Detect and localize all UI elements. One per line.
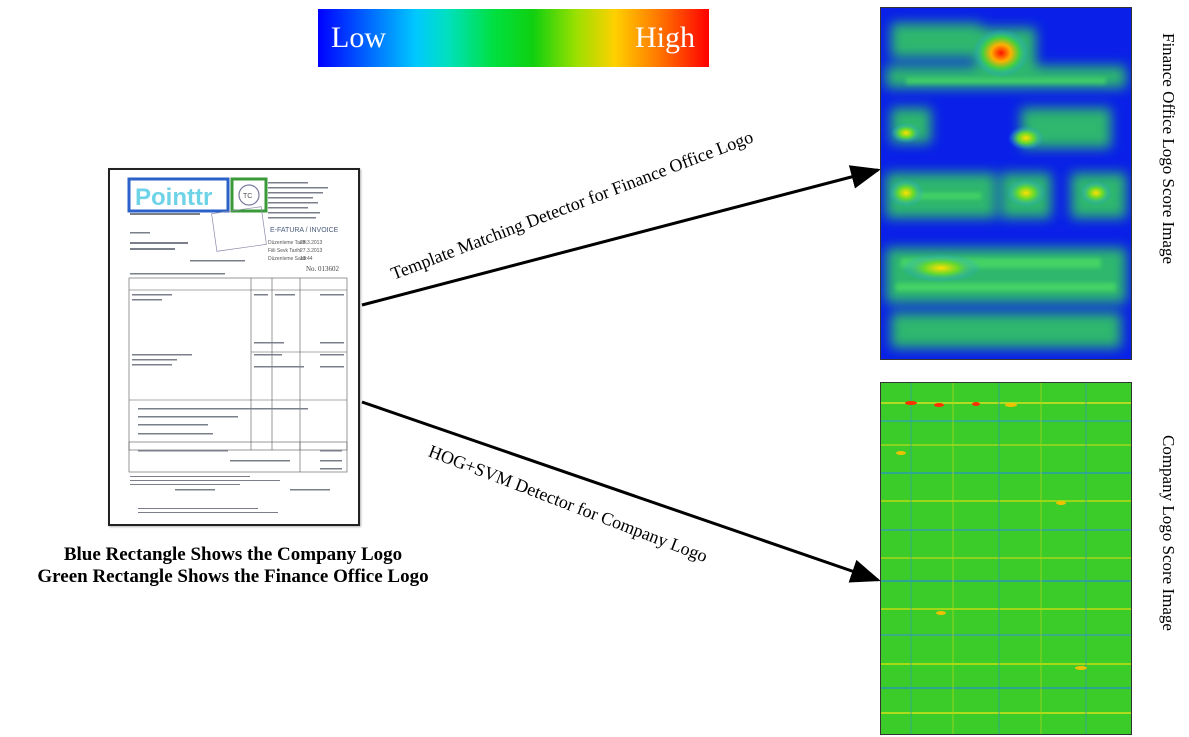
svg-text:27.3.2013: 27.3.2013 [300,240,322,246]
svg-text:Düzenleme Tarihi: Düzenleme Tarihi [268,240,307,246]
finance-logo-box [230,177,268,213]
invoice-heading: E-FATURA / INVOICE [270,227,339,234]
arrow-to-finance-score [361,165,881,307]
svg-text:27.3.2013: 27.3.2013 [300,248,322,254]
finance-stamp-icon [238,184,260,206]
color-scale-low-label: Low [331,21,386,54]
invoice-caption: Blue Rectangle Shows the Company Logo Gr… [0,544,466,588]
color-scale-bar: Low High [318,9,709,67]
invoice-number: No. 013602 [306,265,340,273]
invoice-document-image: Pointtr TC E-FATURA / INVOICE Düzenleme … [108,168,360,526]
svg-text:TC: TC [243,193,252,200]
finance-score-heatmap [880,7,1132,360]
finance-score-title: Finance Office Logo Score Image [1159,33,1178,264]
company-logo-text: Pointtr [135,184,212,211]
company-score-title: Company Logo Score Image [1159,435,1178,631]
invoice-drawing: Pointtr TC E-FATURA / INVOICE Düzenleme … [127,177,348,513]
svg-text:Fiili Sevk Tarihi: Fiili Sevk Tarihi [268,248,301,254]
caption-line-company: Blue Rectangle Shows the Company Logo [63,544,403,565]
arrow-to-company-score [361,400,881,583]
company-score-heatmap [880,382,1132,735]
company-logo-box [127,177,230,213]
svg-text:Düzenleme Saati: Düzenleme Saati [268,256,306,262]
color-scale-high-label: High [635,21,695,54]
caption-line-finance: Green Rectangle Shows the Finance Office… [37,566,429,587]
svg-text:10:44: 10:44 [300,256,313,262]
